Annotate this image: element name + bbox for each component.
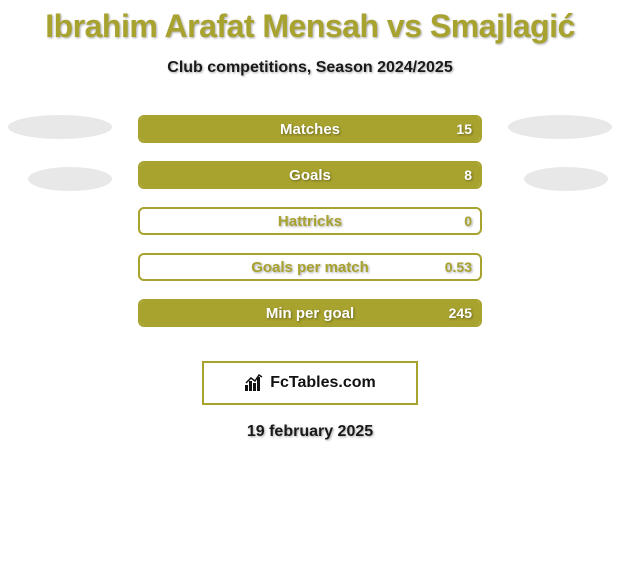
stat-bar: Goals per match0.53 xyxy=(138,253,482,281)
stat-bar: Hattricks0 xyxy=(138,207,482,235)
player-right-shape-2 xyxy=(524,167,608,191)
stat-value: 8 xyxy=(464,163,472,187)
stat-value: 0.53 xyxy=(445,255,472,279)
player-left-shape-1 xyxy=(8,115,112,139)
stat-label: Min per goal xyxy=(140,301,480,325)
page-title: Ibrahim Arafat Mensah vs Smajlagić xyxy=(0,0,620,45)
stat-label: Hattricks xyxy=(140,209,480,233)
stat-label: Goals per match xyxy=(140,255,480,279)
stat-label: Matches xyxy=(140,117,480,141)
stat-value: 0 xyxy=(464,209,472,233)
stat-value: 245 xyxy=(449,301,472,325)
date-label: 19 february 2025 xyxy=(0,423,620,441)
subtitle: Club competitions, Season 2024/2025 xyxy=(0,59,620,77)
fctables-logo: FcTables.com xyxy=(202,361,418,405)
player-left-shape-2 xyxy=(28,167,112,191)
stat-bar: Goals8 xyxy=(138,161,482,189)
bars-container: Matches15 Goals8 Hattricks0 Goals per match… xyxy=(138,115,482,345)
stat-bar: Min per goal245 xyxy=(138,299,482,327)
stat-bar: Matches15 xyxy=(138,115,482,143)
stat-label: Goals xyxy=(140,163,480,187)
player-right-shape-1 xyxy=(508,115,612,139)
comparison-chart: Matches15 Goals8 Hattricks0 Goals per match… xyxy=(0,115,620,345)
chart-icon xyxy=(244,373,266,393)
stat-value: 15 xyxy=(456,117,472,141)
logo-text: FcTables.com xyxy=(270,374,376,392)
